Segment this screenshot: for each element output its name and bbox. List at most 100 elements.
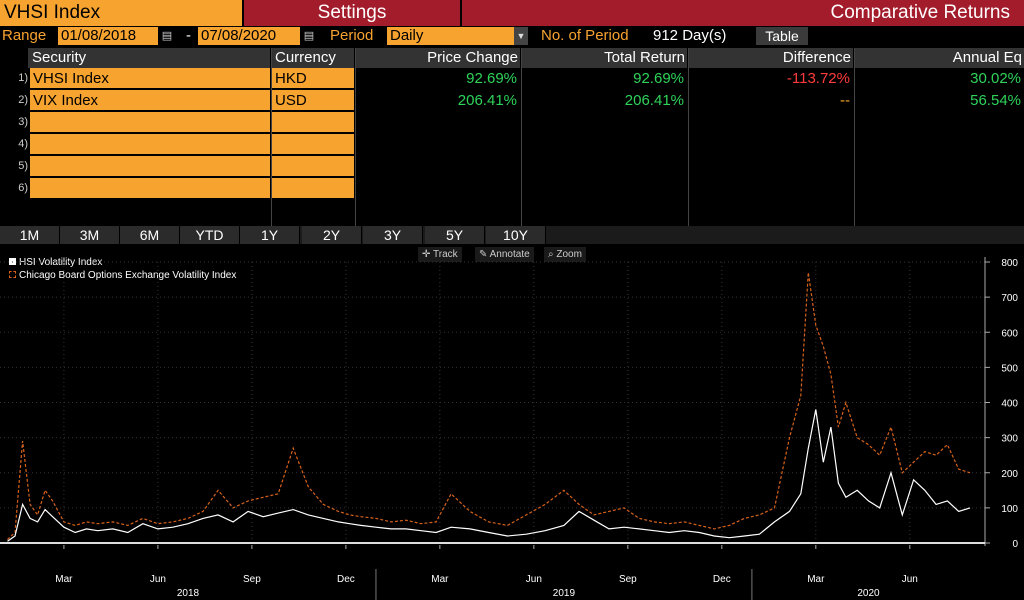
period-6m-button[interactable]: 6M bbox=[120, 226, 180, 244]
range-label: Range bbox=[2, 27, 47, 44]
period-ytd-button[interactable]: YTD bbox=[180, 226, 240, 244]
security-field[interactable]: VIX Index bbox=[30, 90, 270, 111]
security-field[interactable] bbox=[30, 134, 270, 155]
security-field[interactable] bbox=[30, 112, 270, 133]
row-number: 5) bbox=[18, 160, 28, 172]
annual-eq-value bbox=[855, 112, 1024, 133]
period-10y-button[interactable]: 10Y bbox=[486, 226, 546, 244]
period-select[interactable]: Daily ▼ bbox=[387, 27, 528, 45]
range-dash: - bbox=[186, 27, 191, 44]
currency-field[interactable]: HKD bbox=[272, 68, 354, 89]
annual-eq-value bbox=[855, 178, 1024, 199]
total-return-value: 206.41% bbox=[624, 92, 684, 109]
y-tick-label: 700 bbox=[1001, 293, 1018, 304]
y-tick-label: 0 bbox=[1012, 539, 1018, 550]
price-change-value: 92.69% bbox=[466, 70, 517, 87]
currency-field[interactable] bbox=[272, 134, 354, 155]
annotate-tool[interactable]: ✎ Annotate bbox=[475, 247, 534, 262]
track-tool[interactable]: ✛ Track bbox=[418, 247, 462, 262]
x-tick-label: Sep bbox=[243, 574, 261, 585]
year-label: 2020 bbox=[857, 588, 880, 599]
end-date-field[interactable]: 07/08/2020 bbox=[198, 27, 300, 45]
price-change-value bbox=[356, 134, 520, 155]
comparative-returns-chart: ✛ Track ✎ Annotate ⌕ Zoom HSI Volatility… bbox=[0, 244, 1024, 600]
header-total-return[interactable]: Total Return bbox=[522, 48, 687, 68]
period-2y-button[interactable]: 2Y bbox=[302, 226, 362, 244]
total-return-value bbox=[522, 134, 687, 155]
period-3m-button[interactable]: 3M bbox=[60, 226, 120, 244]
start-date-field[interactable]: 01/08/2018 bbox=[58, 27, 158, 45]
y-tick-label: 800 bbox=[1001, 258, 1018, 269]
chart-canvas[interactable]: 0 100 200 300 400 500 600 700 800 Mar Jun Sep Dec Mar… bbox=[0, 244, 1024, 600]
settings-button[interactable]: Settings bbox=[244, 0, 460, 26]
legend-swatch-vix bbox=[9, 271, 16, 278]
difference-value: -- bbox=[840, 92, 850, 109]
header-price-change[interactable]: Price Change bbox=[356, 48, 520, 68]
currency-field[interactable] bbox=[272, 156, 354, 177]
zoom-label: Zoom bbox=[556, 249, 582, 260]
price-change-value bbox=[356, 112, 520, 133]
year-label: 2019 bbox=[553, 588, 576, 599]
security-field[interactable] bbox=[30, 178, 270, 199]
price-change-value bbox=[356, 156, 520, 177]
calendar-icon[interactable]: ▤ bbox=[161, 30, 173, 42]
currency-field[interactable] bbox=[272, 178, 354, 199]
x-tick-label: Jun bbox=[902, 574, 918, 585]
currency-field[interactable]: USD bbox=[272, 90, 354, 111]
difference-value bbox=[689, 112, 853, 133]
x-tick-label: Dec bbox=[337, 574, 355, 585]
difference-value bbox=[689, 156, 853, 177]
calendar-icon[interactable]: ▤ bbox=[303, 30, 315, 42]
total-return-value bbox=[522, 112, 687, 133]
total-return-value: 92.69% bbox=[633, 70, 684, 87]
legend-label-vix: Chicago Board Options Exchange Volatilit… bbox=[19, 270, 237, 281]
function-title: Comparative Returns bbox=[462, 0, 1024, 26]
range-row: Range 01/08/2018 ▤ - 07/08/2020 ▤ Period… bbox=[0, 26, 1024, 46]
legend-item-vix: Chicago Board Options Exchange Volatilit… bbox=[9, 270, 236, 281]
zoom-tool[interactable]: ⌕ Zoom bbox=[544, 247, 586, 262]
y-tick-label: 600 bbox=[1001, 328, 1018, 339]
x-tick-label: Dec bbox=[713, 574, 731, 585]
period-1m-button[interactable]: 1M bbox=[0, 226, 60, 244]
period-1y-button[interactable]: 1Y bbox=[240, 226, 300, 244]
difference-value bbox=[689, 178, 853, 199]
column-divider bbox=[355, 48, 356, 226]
annual-eq-value: 56.54% bbox=[970, 92, 1021, 109]
chevron-down-icon[interactable]: ▼ bbox=[514, 27, 528, 45]
header-annual-eq[interactable]: Annual Eq bbox=[855, 48, 1024, 68]
header-difference[interactable]: Difference bbox=[689, 48, 853, 68]
column-divider bbox=[854, 48, 855, 226]
column-divider bbox=[271, 48, 272, 226]
total-return-value bbox=[522, 156, 687, 177]
ticker-field[interactable]: VHSI Index bbox=[0, 0, 242, 26]
currency-field[interactable] bbox=[272, 112, 354, 133]
crosshair-icon: ✛ bbox=[422, 249, 431, 260]
price-change-value: 206.41% bbox=[457, 92, 517, 109]
row-number: 3) bbox=[18, 116, 28, 128]
period-3y-button[interactable]: 3Y bbox=[363, 226, 423, 244]
row-number: 4) bbox=[18, 138, 28, 150]
track-label: Track bbox=[433, 249, 458, 260]
table-button[interactable]: Table bbox=[756, 27, 808, 45]
x-tick-label: Mar bbox=[431, 574, 449, 585]
y-tick-label: 100 bbox=[1001, 504, 1018, 515]
security-field[interactable] bbox=[30, 156, 270, 177]
row-number: 6) bbox=[18, 182, 28, 194]
column-divider bbox=[688, 48, 689, 226]
series-line-vix bbox=[7, 272, 971, 540]
period-button-bar: 1M 3M 6M YTD 1Y 2Y 3Y 5Y 10Y bbox=[0, 226, 1024, 244]
header-currency[interactable]: Currency bbox=[272, 48, 354, 68]
difference-value: -113.72% bbox=[786, 70, 850, 87]
returns-table: Security Currency Price Change Total Ret… bbox=[0, 48, 1024, 226]
header-security[interactable]: Security bbox=[28, 48, 270, 68]
row-number: 1) bbox=[18, 72, 28, 84]
annual-eq-value bbox=[855, 156, 1024, 177]
security-field[interactable]: VHSI Index bbox=[30, 68, 270, 89]
pencil-icon: ✎ bbox=[479, 249, 488, 260]
period-select-value: Daily bbox=[390, 27, 424, 44]
y-tick-label: 500 bbox=[1001, 363, 1018, 374]
period-5y-button[interactable]: 5Y bbox=[425, 226, 485, 244]
total-return-value bbox=[522, 178, 687, 199]
x-tick-label: Mar bbox=[55, 574, 73, 585]
x-tick-label: Jun bbox=[526, 574, 542, 585]
